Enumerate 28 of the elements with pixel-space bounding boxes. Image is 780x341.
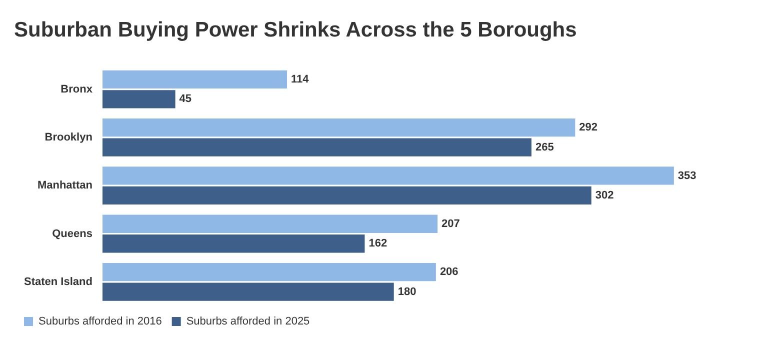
y-tick-label: Manhattan <box>37 180 93 192</box>
bar <box>102 186 592 205</box>
y-tick-label: Queens <box>52 228 92 240</box>
bar <box>102 234 365 253</box>
data-label: 180 <box>398 286 416 298</box>
bar <box>102 138 532 156</box>
y-tick-label: Staten Island <box>24 276 92 288</box>
bar <box>102 166 674 185</box>
bar <box>102 90 176 108</box>
data-label: 114 <box>291 73 310 86</box>
bar <box>102 118 576 137</box>
data-label: 292 <box>579 122 598 134</box>
legend-label: Suburbs afforded in 2025 <box>186 316 310 328</box>
y-tick-label: Bronx <box>60 83 94 96</box>
data-label: 302 <box>595 190 614 202</box>
bar <box>102 70 288 88</box>
bar <box>102 282 394 301</box>
bar <box>102 214 438 233</box>
bar <box>102 262 436 282</box>
data-label: 207 <box>442 218 460 230</box>
data-label: 162 <box>368 238 388 250</box>
data-label: 265 <box>535 141 554 154</box>
legend-label: Suburbs afforded in 2016 <box>38 316 162 328</box>
chart-title: Suburban Buying Power Shrinks Across the 5 Boroughs <box>14 18 577 42</box>
data-label: 353 <box>678 170 696 182</box>
y-tick-label: Brooklyn <box>44 131 93 144</box>
data-label: 45 <box>179 93 192 106</box>
data-label: 206 <box>440 266 458 278</box>
